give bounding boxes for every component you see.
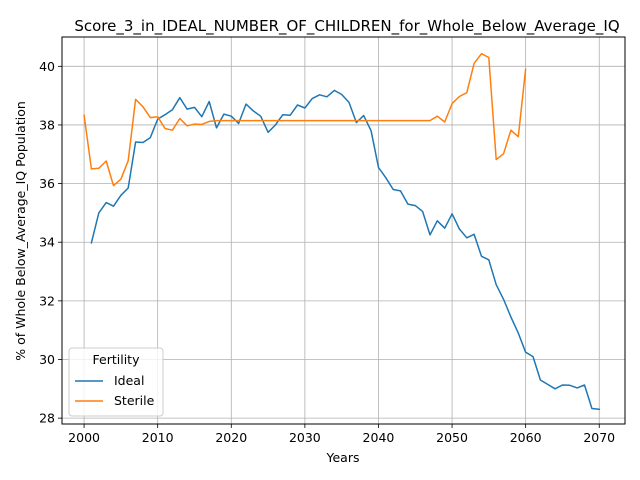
legend-label-sterile: Sterile [114,393,155,408]
x-tick-label: 2030 [289,430,321,445]
series-line-ideal [90,89,601,411]
x-tick-label: 2070 [583,430,615,445]
y-tick-label: 40 [39,59,55,74]
y-axis-label: % of Whole Below_Average_IQ Population [13,101,28,361]
legend-label-ideal: Ideal [114,373,144,388]
series-lines [83,52,601,411]
y-tick-label: 38 [39,117,55,132]
y-tick-label: 36 [39,176,55,191]
x-axis-label: Years [326,450,360,465]
grid-lines [62,37,625,424]
x-tick-label: 2040 [363,430,395,445]
y-tick-label: 34 [39,235,55,250]
x-tick-label: 2020 [215,430,247,445]
legend-box [68,347,164,417]
chart-title: Score_3_in_IDEAL_NUMBER_OF_CHILDREN_for_… [74,17,619,36]
plot-frame [61,36,626,425]
legend: Fertility Ideal Sterile [68,347,164,417]
x-axis: 2000 2010 2020 2030 2040 2050 2060 2070 [68,424,615,445]
y-tick-label: 28 [39,411,55,426]
series-line-sterile [83,52,527,187]
legend-title: Fertility [93,352,141,367]
x-tick-label: 2050 [436,430,468,445]
x-tick-label: 2060 [510,430,542,445]
y-tick-label: 30 [39,352,55,367]
x-tick-label: 2010 [142,430,174,445]
x-tick-label: 2000 [68,430,100,445]
y-tick-label: 32 [39,293,55,308]
y-axis: 28 30 32 34 36 38 40 [39,59,62,426]
